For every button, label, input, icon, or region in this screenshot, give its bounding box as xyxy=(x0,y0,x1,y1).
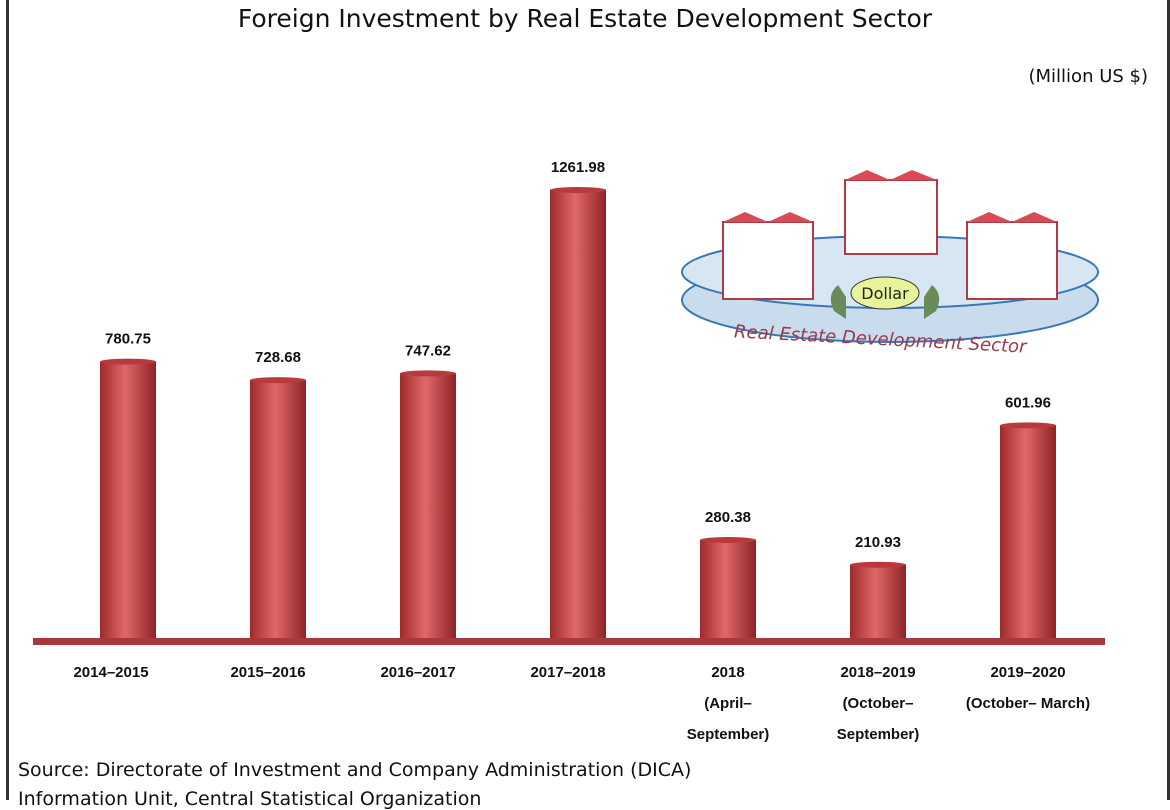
tick-label: 2016–2017 xyxy=(380,664,455,681)
bar-cap xyxy=(1000,422,1056,429)
tick-label: 2018 xyxy=(711,664,744,681)
data-label: 601.96 xyxy=(1005,394,1051,411)
bar xyxy=(1000,425,1056,640)
building-icon xyxy=(966,212,1058,300)
data-label: 210.93 xyxy=(855,534,901,551)
money-bag-icon xyxy=(850,276,920,310)
bar xyxy=(700,540,756,640)
tick-label: September) xyxy=(837,726,920,743)
data-label: 280.38 xyxy=(705,509,751,526)
hand-icon xyxy=(830,285,846,319)
data-label: 1261.98 xyxy=(551,159,605,176)
tick-label: 2019–2020 xyxy=(990,664,1065,681)
hand-icon xyxy=(924,285,940,319)
source-text: Source: Directorate of Investment and Co… xyxy=(18,759,692,781)
bar-cap xyxy=(400,370,456,377)
info-text: Information Unit, Central Statistical Or… xyxy=(18,788,482,810)
bar-cap xyxy=(700,537,756,544)
tick-label: September) xyxy=(687,726,770,743)
tick-label: 2014–2015 xyxy=(73,664,148,681)
bar xyxy=(250,380,306,640)
tick-label: (October– xyxy=(843,695,914,712)
tick-label: 2015–2016 xyxy=(230,664,305,681)
unit-label: (Million US $) xyxy=(1028,66,1149,87)
data-label: 747.62 xyxy=(405,342,451,359)
building-icon xyxy=(844,170,938,255)
tick-label: 2017–2018 xyxy=(530,664,605,681)
bar xyxy=(550,190,606,640)
real-estate-illustration: Dollar Real Estate Development Sector xyxy=(681,170,1099,358)
bar-cap xyxy=(250,377,306,384)
bar-cap xyxy=(100,358,156,365)
data-label: 728.68 xyxy=(255,349,301,366)
chart-frame xyxy=(6,0,1170,800)
tick-label: (April– xyxy=(704,695,752,712)
bar xyxy=(100,361,156,640)
building-icon xyxy=(722,212,814,300)
bar-cap xyxy=(850,561,906,568)
bag-label: Dollar xyxy=(861,284,909,303)
tick-label: (October– March) xyxy=(966,695,1090,712)
baseline xyxy=(33,638,1105,645)
tick-label: 2018–2019 xyxy=(840,664,915,681)
data-label: 780.75 xyxy=(105,331,151,348)
bar-cap xyxy=(550,187,606,194)
chart-title: Foreign Investment by Real Estate Develo… xyxy=(237,4,933,33)
bar xyxy=(850,564,906,640)
bar xyxy=(400,373,456,640)
